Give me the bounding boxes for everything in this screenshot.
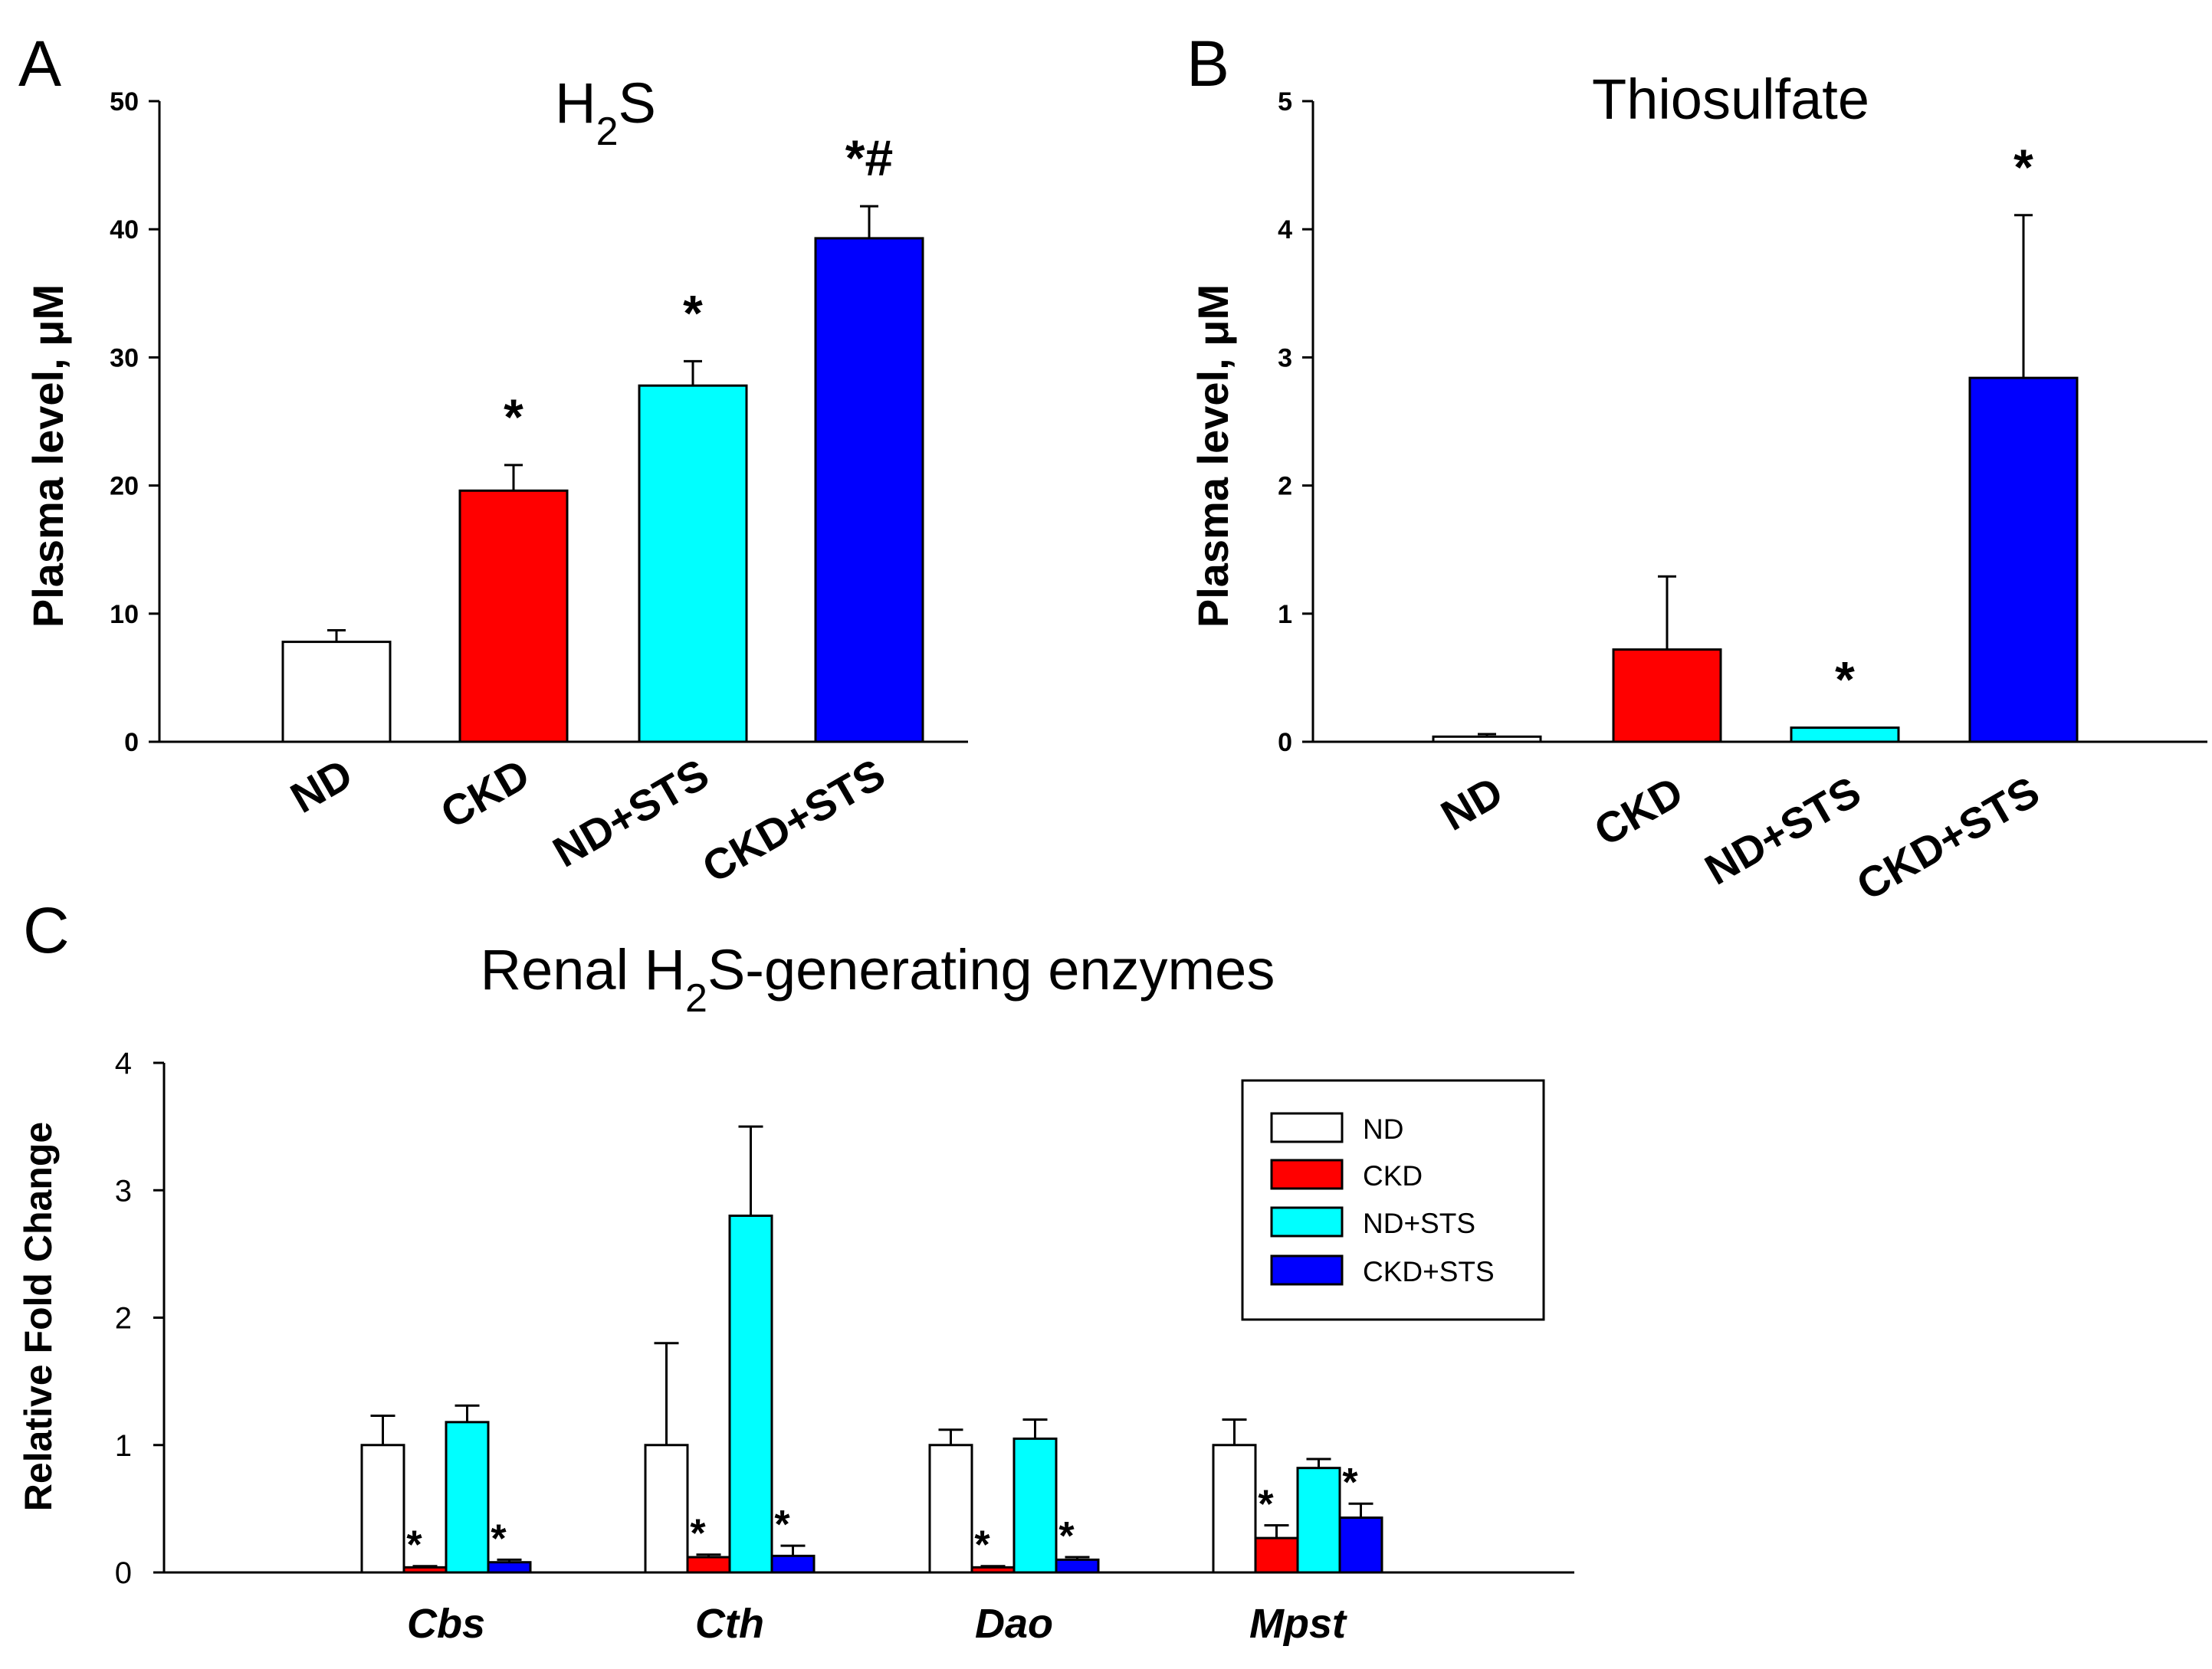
panel-b-bar-ckd-sts-significance: * [2013, 139, 2033, 195]
panel-c-bar-cth-ckd-sts [770, 1554, 816, 1574]
panel-c-bar-mpst-ckd-sts-significance: * [1342, 1461, 1358, 1505]
panel-c-gene-label: Dao [975, 1601, 1053, 1647]
panel-b-category-label: ND+STS [1697, 767, 1869, 894]
panel-c-bar-dao-ckd-sts-significance: * [1058, 1514, 1075, 1559]
panel-a-bar-nd-sts [638, 384, 748, 743]
panel-c-y-label: Relative Fold Change [17, 1122, 60, 1511]
panel-c-letter: C [23, 894, 70, 966]
panel-c-bar-cth-ckd [686, 1556, 731, 1574]
panel-b-y-label: Plasma level, μM [1189, 284, 1237, 628]
panel-a-title: H2S [555, 71, 656, 154]
panel-c-y-tick-label: 3 [115, 1174, 132, 1208]
panel-a-y-label: Plasma level, μM [24, 284, 72, 628]
panel-a-bar-nd-sts-significance: * [683, 284, 703, 341]
panel-b-bar-ckd [1612, 648, 1722, 743]
panel-c-bar-mpst-ckd [1254, 1536, 1299, 1574]
panel-c-bar-mpst-nd-sts [1296, 1467, 1341, 1574]
panel-c-gene-label: Cbs [407, 1601, 485, 1647]
panel-a-category-label: ND+STS [545, 749, 717, 877]
panel-b-category-label: CKD+STS [1849, 767, 2047, 910]
legend-label-nd-sts: ND+STS [1363, 1208, 1475, 1239]
panel-c-y-tick-label: 4 [115, 1047, 132, 1080]
legend-swatch-nd-sts [1270, 1206, 1344, 1238]
panel-b-y-tick-label: 2 [1278, 472, 1292, 501]
panel-a-letter: A [18, 28, 61, 100]
panel-a-category-label: CKD [432, 749, 537, 838]
panel-a-bar-nd [281, 641, 392, 743]
panel-c-bar-mpst-nd [1212, 1444, 1257, 1574]
panel-a-bar-ckd-sts-significance: *# [845, 130, 893, 186]
panel-c-bar-dao-ckd [970, 1566, 1016, 1574]
panel-a-y-tick-label: 40 [110, 215, 139, 244]
legend-label-ckd: CKD [1363, 1160, 1423, 1192]
panel-c-bar-cth-nd-sts [728, 1215, 773, 1574]
panel-c-title: Renal H2S-generating enzymes [481, 938, 1275, 1021]
panel-a-y-tick-label: 10 [110, 600, 139, 629]
panel-a-y-tick-label: 20 [110, 472, 139, 501]
panel-b-category-label: ND [1433, 767, 1511, 840]
panel-c-bar-mpst-ckd-significance: * [1258, 1482, 1274, 1526]
panel-c-bar-cth-ckd-sts-significance: * [774, 1503, 790, 1547]
panel-c-legend: ND CKD ND+STS CKD+STS [1241, 1079, 1545, 1321]
panel-c-gene-label: Cth [695, 1601, 764, 1647]
panel-a: A H2S Plasma level, μM 0 10 20 30 40 50 ND * CK… [18, 28, 968, 892]
legend-label-ckd-sts: CKD+STS [1363, 1256, 1495, 1287]
legend-swatch-nd [1270, 1112, 1344, 1143]
panel-c-bar-cbs-ckd-sts-significance: * [491, 1517, 507, 1561]
panel-a-category-label: CKD+STS [694, 749, 893, 892]
panel-b-y-tick-label: 5 [1278, 87, 1292, 116]
panel-a-y-tick-label: 0 [124, 728, 139, 757]
panel-b-letter: B [1186, 28, 1229, 100]
panel-c-bar-dao-ckd-significance: * [974, 1523, 990, 1568]
panel-c-bar-cth-nd [644, 1444, 689, 1574]
panel-b-y-tick-label: 0 [1278, 728, 1292, 757]
panel-b: B Thiosulfate Plasma level, μM 0 1 2 3 4 5 ND… [1186, 28, 2207, 910]
panel-c-y-tick-label: 2 [115, 1302, 132, 1336]
panel-b-bar-nd [1432, 735, 1542, 743]
panel-c-bar-dao-nd-sts [1012, 1437, 1058, 1574]
panel-c-bar-cbs-ckd [402, 1566, 448, 1574]
panel-a-bar-ckd-significance: * [504, 389, 523, 445]
panel-c-y-tick-label: 0 [115, 1556, 132, 1590]
legend-label-nd: ND [1363, 1113, 1403, 1145]
panel-c-bar-cbs-nd [360, 1444, 405, 1574]
panel-b-y-tick-label: 4 [1278, 215, 1292, 244]
panel-a-category-label: ND [282, 749, 360, 822]
panel-b-bar-nd-sts [1790, 726, 1900, 743]
panel-c-bar-cbs-ckd-sts [487, 1561, 532, 1574]
panel-c-bar-dao-nd [928, 1444, 973, 1574]
panel-c-bar-cth-ckd-significance: * [690, 1512, 706, 1556]
panel-b-category-label: CKD [1586, 767, 1691, 855]
panel-a-bar-ckd [458, 489, 569, 743]
panel-c-bar-dao-ckd-sts [1055, 1558, 1100, 1574]
panel-b-y-tick-label: 3 [1278, 343, 1292, 372]
panel-b-y-tick-label: 1 [1278, 600, 1292, 629]
panel-b-bar-ckd-sts [1968, 376, 2079, 743]
panel-c-bar-cbs-ckd-significance: * [406, 1523, 422, 1568]
legend-swatch-ckd-sts [1270, 1254, 1344, 1286]
panel-a-bar-ckd-sts [814, 237, 924, 743]
panel-a-y-tick-label: 50 [110, 87, 139, 116]
panel-b-bar-nd-sts-significance: * [1835, 651, 1855, 708]
panel-c-bar-cbs-nd-sts [445, 1421, 490, 1574]
panel-b-title: Thiosulfate [1592, 67, 1869, 131]
panel-a-y-tick-label: 30 [110, 343, 139, 372]
panel-c-y-tick-label: 1 [115, 1429, 132, 1463]
panel-c-bar-mpst-ckd-sts [1338, 1517, 1383, 1574]
panel-c-gene-label: Mpst [1249, 1601, 1347, 1647]
panel-c: C Renal H2S-generating enzymes Relative … [17, 894, 1574, 1647]
legend-swatch-ckd [1270, 1159, 1344, 1190]
